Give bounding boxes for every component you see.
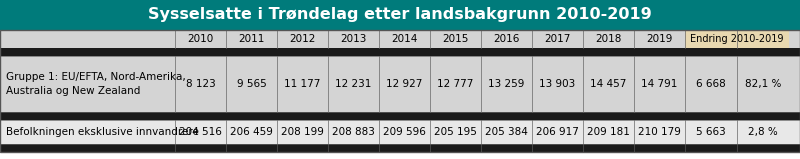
Text: 205 384: 205 384 bbox=[485, 127, 528, 137]
Text: 2015: 2015 bbox=[442, 34, 469, 44]
Text: 8 123: 8 123 bbox=[186, 79, 215, 89]
Bar bbox=[0, 0, 800, 30]
Text: 2014: 2014 bbox=[391, 34, 418, 44]
Text: Sysselsatte i Trøndelag etter landsbakgrunn 2010-2019: Sysselsatte i Trøndelag etter landsbakgr… bbox=[148, 7, 652, 23]
Text: 14 457: 14 457 bbox=[590, 79, 626, 89]
Text: 14 791: 14 791 bbox=[642, 79, 678, 89]
Text: 13 903: 13 903 bbox=[539, 79, 576, 89]
Text: 82,1 %: 82,1 % bbox=[745, 79, 781, 89]
Text: 9 565: 9 565 bbox=[237, 79, 266, 89]
Bar bbox=[0, 120, 800, 144]
Text: Endring 2010-2019: Endring 2010-2019 bbox=[690, 34, 784, 44]
Bar bbox=[0, 48, 800, 56]
Text: 5 663: 5 663 bbox=[696, 127, 726, 137]
Text: 209 596: 209 596 bbox=[383, 127, 426, 137]
Text: 12 777: 12 777 bbox=[438, 79, 474, 89]
Bar bbox=[0, 144, 800, 152]
Text: 2012: 2012 bbox=[290, 34, 316, 44]
Text: Gruppe 1: EU/EFTA, Nord-Amerika,
Australia og New Zealand: Gruppe 1: EU/EFTA, Nord-Amerika, Austral… bbox=[6, 72, 186, 96]
Text: 206 459: 206 459 bbox=[230, 127, 273, 137]
Text: 2017: 2017 bbox=[544, 34, 570, 44]
Bar bbox=[0, 112, 800, 120]
Text: 12 927: 12 927 bbox=[386, 79, 422, 89]
Text: 2013: 2013 bbox=[340, 34, 366, 44]
Text: 204 516: 204 516 bbox=[179, 127, 222, 137]
Text: 11 177: 11 177 bbox=[284, 79, 321, 89]
Text: 6 668: 6 668 bbox=[696, 79, 726, 89]
Text: 13 259: 13 259 bbox=[488, 79, 525, 89]
Text: 2018: 2018 bbox=[595, 34, 622, 44]
Text: 210 179: 210 179 bbox=[638, 127, 681, 137]
Text: 2019: 2019 bbox=[646, 34, 673, 44]
Text: Befolkningen eksklusive innvandrere: Befolkningen eksklusive innvandrere bbox=[6, 127, 199, 137]
Text: 2010: 2010 bbox=[187, 34, 214, 44]
Text: 12 231: 12 231 bbox=[335, 79, 372, 89]
Text: 2,8 %: 2,8 % bbox=[748, 127, 778, 137]
Bar bbox=[0, 30, 800, 48]
Bar bbox=[685, 30, 789, 48]
Text: 208 199: 208 199 bbox=[281, 127, 324, 137]
Bar bbox=[0, 30, 800, 152]
Bar bbox=[0, 56, 800, 112]
Text: 209 181: 209 181 bbox=[587, 127, 630, 137]
Text: 205 195: 205 195 bbox=[434, 127, 477, 137]
Text: 206 917: 206 917 bbox=[536, 127, 579, 137]
Text: 2016: 2016 bbox=[494, 34, 520, 44]
Text: 208 883: 208 883 bbox=[332, 127, 375, 137]
Text: 2011: 2011 bbox=[238, 34, 265, 44]
